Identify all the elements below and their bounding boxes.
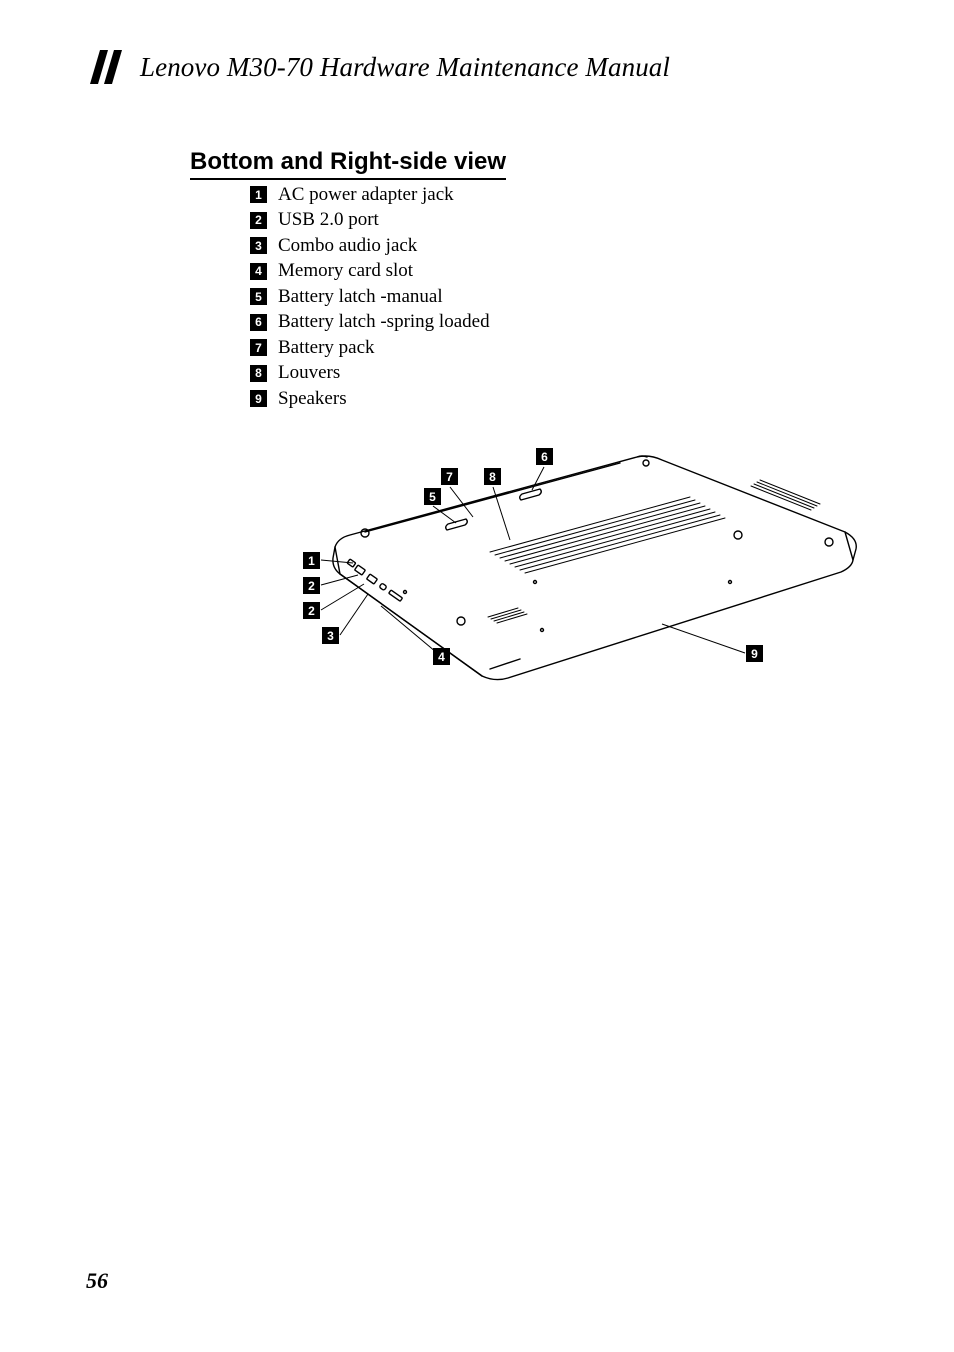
figure-badge-5: 5 bbox=[424, 488, 441, 505]
list-item: 9 Speakers bbox=[250, 386, 490, 412]
list-number-badge: 2 bbox=[250, 212, 267, 229]
list-label: Speakers bbox=[278, 388, 347, 410]
figure-badge-4: 4 bbox=[433, 648, 450, 665]
figure-badge-3: 3 bbox=[322, 627, 339, 644]
running-head: Lenovo M30-70 Hardware Maintenance Manua… bbox=[86, 50, 670, 84]
section-title: Bottom and Right-side view bbox=[190, 148, 506, 180]
laptop-diagram-icon bbox=[190, 432, 870, 712]
list-item: 6 Battery latch -spring loaded bbox=[250, 310, 490, 336]
list-number-badge: 9 bbox=[250, 390, 267, 407]
page-number: 56 bbox=[86, 1268, 108, 1294]
list-item: 5 Battery latch -manual bbox=[250, 284, 490, 310]
list-number-badge: 4 bbox=[250, 263, 267, 280]
list-label: Battery latch -spring loaded bbox=[278, 311, 490, 333]
figure-badge-2: 2 bbox=[303, 577, 320, 594]
list-label: Louvers bbox=[278, 362, 340, 384]
list-label: Memory card slot bbox=[278, 260, 413, 282]
list-number-badge: 3 bbox=[250, 237, 267, 254]
list-number-badge: 5 bbox=[250, 288, 267, 305]
list-number-badge: 8 bbox=[250, 365, 267, 382]
list-label: Combo audio jack bbox=[278, 235, 417, 257]
list-label: Battery pack bbox=[278, 337, 375, 359]
list-item: 7 Battery pack bbox=[250, 335, 490, 361]
figure-badge-1: 1 bbox=[303, 552, 320, 569]
list-item: 8 Louvers bbox=[250, 361, 490, 387]
figure-badge-8: 8 bbox=[484, 468, 501, 485]
slashes-icon bbox=[86, 50, 126, 84]
list-number-badge: 6 bbox=[250, 314, 267, 331]
manual-title: Lenovo M30-70 Hardware Maintenance Manua… bbox=[140, 52, 670, 83]
list-item: 3 Combo audio jack bbox=[250, 233, 490, 259]
list-number-badge: 1 bbox=[250, 186, 267, 203]
list-item: 1 AC power adapter jack bbox=[250, 182, 490, 208]
list-label: AC power adapter jack bbox=[278, 184, 454, 206]
laptop-bottom-figure: 1 2 2 3 4 5 6 7 8 9 bbox=[190, 432, 870, 712]
list-label: Battery latch -manual bbox=[278, 286, 443, 308]
figure-badge-7: 7 bbox=[441, 468, 458, 485]
figure-badge-9: 9 bbox=[746, 645, 763, 662]
list-number-badge: 7 bbox=[250, 339, 267, 356]
callout-list: 1 AC power adapter jack 2 USB 2.0 port 3… bbox=[250, 182, 490, 412]
list-item: 2 USB 2.0 port bbox=[250, 208, 490, 234]
list-item: 4 Memory card slot bbox=[250, 259, 490, 285]
figure-badge-6: 6 bbox=[536, 448, 553, 465]
figure-badge-2b: 2 bbox=[303, 602, 320, 619]
list-label: USB 2.0 port bbox=[278, 209, 379, 231]
